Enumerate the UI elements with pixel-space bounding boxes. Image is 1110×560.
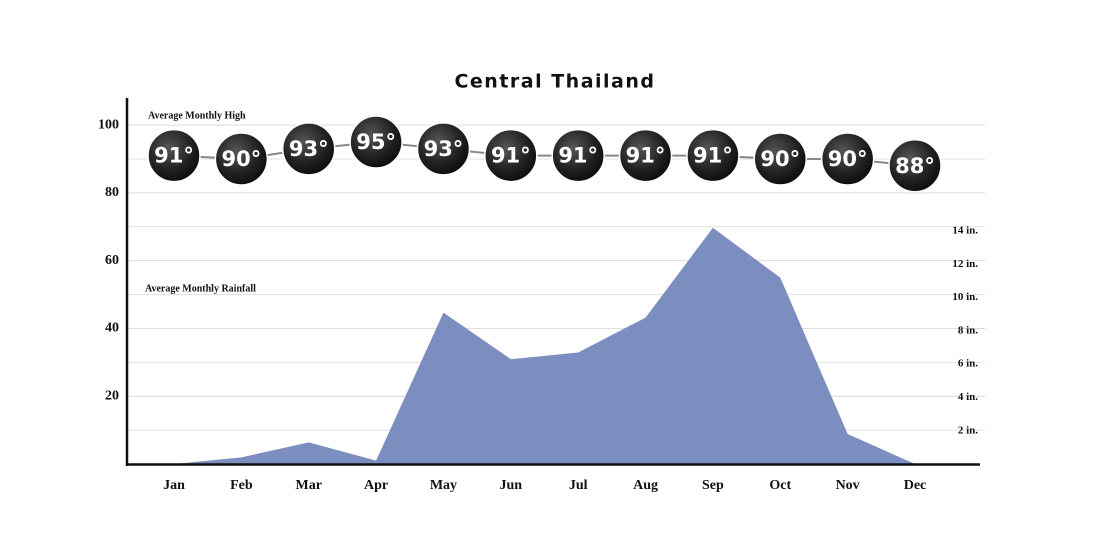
temperature-marker: [618, 128, 673, 183]
rainfall-area: [174, 227, 915, 464]
x-tick-label: Jun: [500, 478, 523, 493]
foreground: 20 40 60 80 100 2 in. 4 in. 6 in. 8 in. 10 in. 12 …: [98, 110, 978, 493]
y2-tick-label: 4 in.: [958, 391, 978, 403]
data-label: 91°: [491, 144, 531, 168]
temperature-marker: [214, 132, 269, 186]
data-label: 91°: [154, 144, 194, 168]
temperature-marker: [820, 132, 875, 186]
series-label: Average Monthly High: [148, 110, 246, 121]
y-tick-label: 100: [98, 117, 119, 132]
temperature-marker: [888, 139, 942, 193]
data-label: 90°: [828, 147, 868, 171]
y2-tick-label: 10 in.: [952, 291, 978, 303]
x-tick-label: Nov: [836, 478, 860, 493]
x-tick-label: Mar: [296, 478, 322, 493]
temperature-marker: [147, 128, 201, 183]
series-label: Average Monthly Rainfall: [145, 283, 256, 294]
y-tick-label: 80: [105, 185, 119, 200]
data-label: 90°: [221, 147, 261, 171]
temperature-marker: [349, 115, 403, 169]
temperature-marker: [551, 128, 605, 183]
data-label: 90°: [760, 147, 800, 171]
x-tick-label: Sep: [702, 478, 724, 493]
x-tick-label: Dec: [904, 478, 927, 493]
chart-title: Central Thailand: [454, 71, 655, 93]
data-label: 88°: [895, 154, 935, 178]
x-tick-label: Jul: [569, 478, 588, 493]
temperature-marker: [281, 122, 336, 176]
y2-tick-label: 14 in.: [952, 225, 978, 237]
data-label: 93°: [424, 137, 464, 161]
data-label: 91°: [693, 144, 733, 168]
data-label: 95°: [356, 130, 396, 154]
data-label: 91°: [558, 144, 598, 168]
y-tick-label: 20: [105, 388, 119, 403]
temperature-marker: [686, 128, 740, 183]
temperature-marker: [416, 122, 471, 176]
plot: [174, 227, 915, 464]
y2-tick-label: 2 in.: [958, 424, 978, 436]
y2-tick-label: 8 in.: [958, 324, 978, 336]
x-tick-label: Feb: [230, 478, 253, 493]
x-tick-label: Apr: [364, 478, 388, 493]
y-tick-label: 40: [105, 321, 119, 336]
x-tick-label: May: [430, 478, 457, 493]
y2-tick-label: 6 in.: [958, 358, 978, 370]
x-tick-label: Jan: [163, 478, 185, 493]
y-tick-label: 60: [105, 253, 119, 268]
temperature-marker: [484, 128, 538, 183]
x-tick-label: Oct: [769, 478, 791, 493]
x-tick-label: Aug: [633, 478, 658, 493]
data-label: 93°: [289, 137, 329, 161]
data-label: 91°: [626, 144, 666, 168]
temperature-marker: [753, 132, 808, 186]
y2-tick-label: 12 in.: [952, 258, 978, 270]
